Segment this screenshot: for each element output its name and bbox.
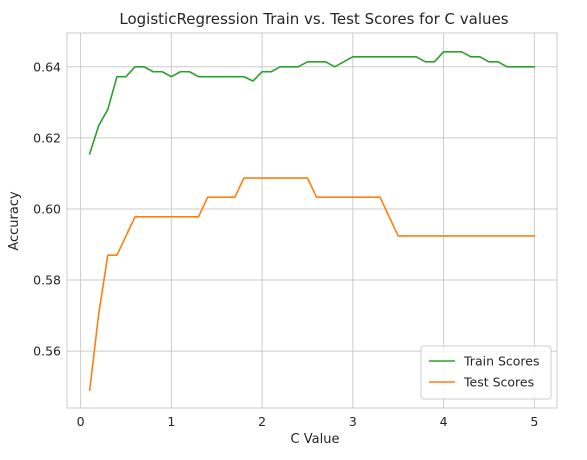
grid-layer [67,33,557,408]
legend-label: Test Scores [463,375,534,390]
y-tick-label: 0.58 [33,273,61,288]
tick-layer: 0 1 2 3 4 5 0.56 0.58 0.60 0.62 0.64 [33,59,538,429]
x-axis-label: C Value [291,432,340,447]
y-tick-label: 0.64 [33,59,61,74]
y-tick-label: 0.56 [33,344,61,359]
legend: Train Scores Test Scores [420,345,552,400]
series-line-test-scores [88,177,536,392]
y-tick-label: 0.62 [33,130,61,145]
plot-area [66,32,558,409]
series-layer [88,51,536,392]
series-line-train-scores [88,51,536,155]
x-tick-label: 3 [349,414,357,429]
legend-label: Train Scores [463,354,540,369]
x-tick-label: 5 [530,414,538,429]
y-tick-label: 0.60 [33,201,61,216]
x-tick-label: 0 [77,414,85,429]
x-tick-label: 4 [440,414,448,429]
x-tick-label: 2 [258,414,266,429]
x-tick-label: 1 [167,414,175,429]
chart-title: LogisticRegression Train vs. Test Scores… [119,10,508,28]
legend-box [420,345,552,400]
y-axis-label: Accuracy [7,191,22,251]
